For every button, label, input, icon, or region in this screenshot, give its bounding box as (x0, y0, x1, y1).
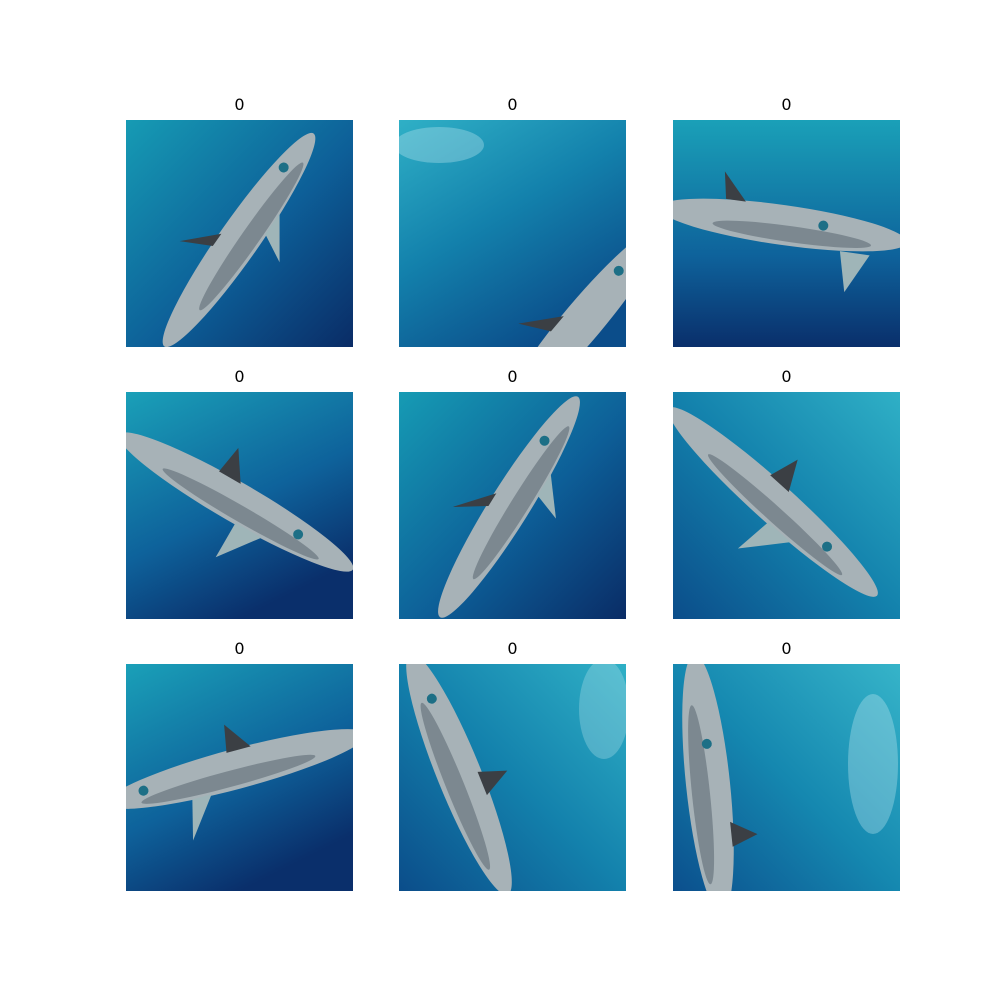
panel-image (673, 392, 900, 619)
panel-title: 0 (507, 95, 518, 114)
panel-image (673, 120, 900, 347)
panel-image (126, 120, 353, 347)
panel-image (126, 392, 353, 619)
panel-title: 0 (507, 639, 518, 658)
panel-image (126, 664, 353, 891)
panel-image (673, 664, 900, 891)
panel-image (399, 392, 626, 619)
panel-title: 0 (507, 367, 518, 386)
panel-title: 0 (234, 95, 245, 114)
panel-title: 0 (234, 367, 245, 386)
panel-title: 0 (781, 95, 792, 114)
panel-title: 0 (781, 367, 792, 386)
panel-title: 0 (781, 639, 792, 658)
panel-image (399, 120, 626, 347)
panel-title: 0 (234, 639, 245, 658)
panel-image (399, 664, 626, 891)
